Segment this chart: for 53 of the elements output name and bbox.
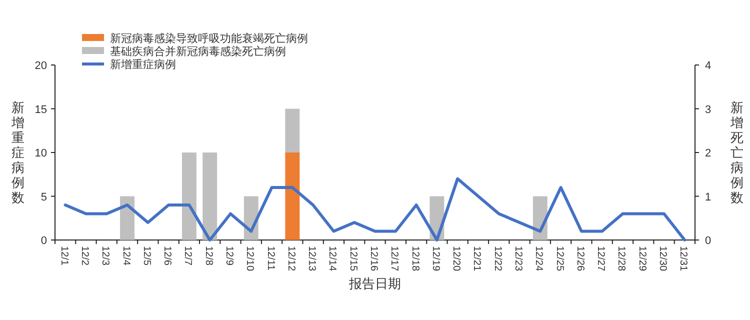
line-series [64,177,686,242]
legend-label: 基础疾病合并新冠病毒感染死亡病例 [110,45,286,58]
x-tick-label: 12/7 [182,246,194,266]
x-tick-label: 12/19 [430,246,441,272]
y-tick-label: 0 [40,235,47,247]
bar [202,152,218,240]
bar [285,152,300,240]
x-tick-label: 12/24 [533,246,544,272]
x-tick-label: 12/25 [554,246,565,272]
bar [182,152,196,240]
x-tick-label: 12/17 [388,246,400,272]
x-tick-label: 12/26 [574,246,586,272]
legend-label: 新冠病毒感染导致呼吸功能衰竭死亡病例 [110,32,308,45]
x-tick-label: 12/21 [471,246,482,272]
x-tick-label: 12/13 [306,246,318,272]
y2-axis-title: 新增死亡病例数 [730,100,744,205]
x-tick-label: 12/31 [678,246,689,272]
legend-label: 新增重症病例 [110,58,176,71]
x-tick-label: 12/23 [512,246,524,272]
x-tick-label: 12/2 [78,246,90,266]
y2-tick-label: 3 [705,104,712,116]
x-tick-label: 12/15 [347,246,358,272]
x-tick-label: 12/22 [492,246,503,272]
x-tick-label: 12/28 [616,246,627,272]
x-tick-label: 12/10 [244,246,256,272]
bar [285,108,300,152]
y2-tick-label: 2 [705,148,712,160]
x-tick-label: 12/1 [58,246,70,266]
y-tick-label: 15 [34,104,47,116]
x-tick-label: 12/12 [285,246,296,272]
y-tick-label: 5 [40,191,47,204]
x-tick-label: 12/29 [636,246,648,272]
x-tick-label: 12/11 [264,246,276,271]
y2-tick-label: 0 [705,235,712,247]
y-tick-label: 10 [34,148,47,160]
bar [120,196,134,240]
x-tick-label: 12/16 [368,246,379,272]
x-tick-label: 12/14 [326,246,338,272]
x-tick-label: 12/6 [162,246,173,266]
y2-tick-label: 1 [705,191,712,204]
x-tick-label: 12/3 [100,246,111,266]
x-tick-label: 12/20 [450,246,462,272]
x-tick-label: 12/18 [409,246,420,272]
x-tick-label: 12/9 [223,246,234,266]
y-tick-label: 20 [34,60,47,72]
x-tick-label: 12/30 [657,246,668,272]
x-tick-label: 12/27 [595,246,606,272]
x-tick-label: 12/4 [120,246,132,266]
x-tick-label: 12/5 [140,246,152,266]
y2-tick-label: 4 [705,60,712,72]
x-axis-title: 报告日期 [348,276,401,291]
x-tick-label: 12/8 [202,246,214,266]
y-axis-title: 新增重症病例数 [10,100,24,205]
